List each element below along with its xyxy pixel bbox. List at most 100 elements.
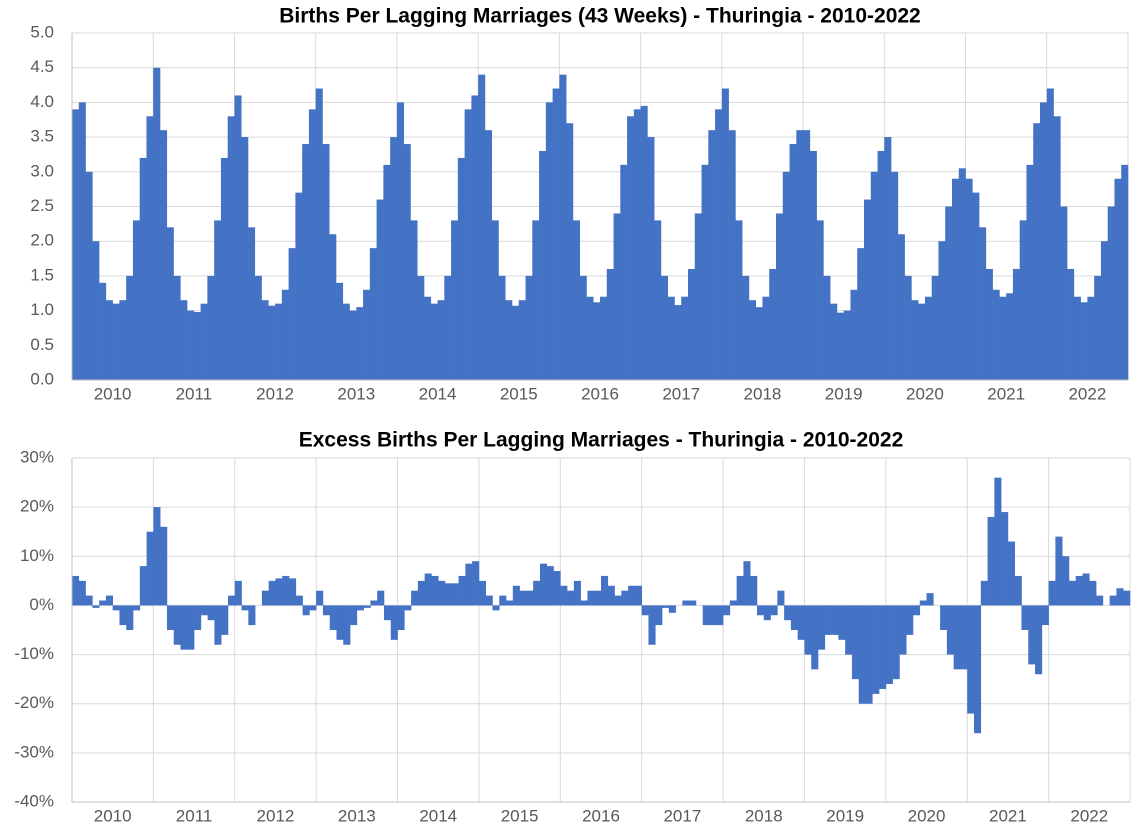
bar <box>857 248 865 380</box>
bar <box>383 605 392 621</box>
bar <box>336 282 344 380</box>
bar <box>1121 164 1129 380</box>
y-tick-label: 3.0 <box>30 161 54 180</box>
bar <box>1100 241 1108 380</box>
bar <box>248 227 256 380</box>
bar <box>173 275 181 380</box>
bar <box>397 605 405 630</box>
bar <box>613 213 621 380</box>
bar <box>743 561 751 606</box>
bar <box>906 605 914 635</box>
bar <box>614 595 622 606</box>
bar <box>343 605 351 645</box>
bar <box>742 275 750 380</box>
bar <box>668 605 676 613</box>
bar <box>146 116 154 380</box>
bar <box>133 605 141 611</box>
bar <box>899 605 907 655</box>
bar <box>1048 580 1056 606</box>
bar <box>580 600 588 606</box>
bar <box>621 590 629 606</box>
x-tick-label: 2021 <box>987 384 1025 403</box>
bar <box>931 275 939 380</box>
bar <box>132 220 140 380</box>
y-tick-label: -40% <box>14 791 54 810</box>
bar <box>851 605 860 680</box>
bar <box>194 605 202 630</box>
bar <box>193 311 201 380</box>
bar <box>342 303 350 380</box>
bar <box>872 605 880 694</box>
bar <box>790 605 798 630</box>
bar <box>979 227 987 380</box>
bar <box>234 580 242 606</box>
bar <box>424 573 432 606</box>
bar <box>647 137 655 380</box>
bar <box>1026 164 1034 380</box>
bar <box>281 289 289 380</box>
bar <box>363 605 371 608</box>
bar <box>980 580 988 606</box>
y-tick-label: -10% <box>14 644 54 663</box>
bar <box>1041 605 1049 626</box>
bar <box>620 164 628 380</box>
bar <box>525 275 533 380</box>
bar <box>288 248 296 380</box>
bar <box>967 605 975 714</box>
bar <box>1060 206 1068 380</box>
bar <box>864 199 872 380</box>
bar <box>763 605 771 621</box>
bar <box>322 144 330 380</box>
bar <box>627 116 635 380</box>
bar <box>702 605 710 626</box>
bar <box>662 605 670 608</box>
bar <box>1073 296 1081 380</box>
bar <box>985 268 993 380</box>
bar <box>315 88 323 381</box>
bar <box>1089 580 1097 606</box>
bar <box>512 305 520 380</box>
bar <box>877 150 885 380</box>
bar <box>492 605 500 611</box>
bar <box>329 605 337 630</box>
bar <box>308 109 316 380</box>
bar <box>99 282 107 380</box>
bar <box>1028 605 1036 665</box>
bar <box>1040 102 1048 381</box>
x-tick-label: 2022 <box>1070 806 1108 825</box>
bar <box>254 275 262 380</box>
bar <box>1067 268 1075 380</box>
x-tick-label: 2019 <box>825 384 863 403</box>
bar <box>1035 605 1043 675</box>
bar <box>736 575 744 606</box>
x-tick-label: 2020 <box>908 806 946 825</box>
bar <box>417 275 425 380</box>
bar <box>972 192 980 380</box>
bar <box>843 310 851 380</box>
bar <box>430 303 438 380</box>
bar <box>904 275 912 380</box>
bar <box>924 296 932 380</box>
bar <box>682 600 690 606</box>
bar <box>126 275 134 380</box>
bar <box>484 130 492 380</box>
bar <box>539 150 547 380</box>
bar <box>207 275 215 380</box>
bar <box>410 220 418 380</box>
bar <box>918 303 926 380</box>
bar <box>105 300 113 380</box>
bar <box>404 605 412 611</box>
bar <box>356 605 364 611</box>
bar <box>72 575 80 606</box>
bar <box>214 605 222 645</box>
bar <box>505 300 513 380</box>
bar <box>728 130 736 380</box>
bar <box>648 605 656 645</box>
bar <box>667 296 675 380</box>
bar <box>445 583 453 606</box>
bar <box>153 507 161 606</box>
bar <box>587 590 595 606</box>
bar <box>762 296 770 380</box>
x-tick-label: 2019 <box>826 806 864 825</box>
